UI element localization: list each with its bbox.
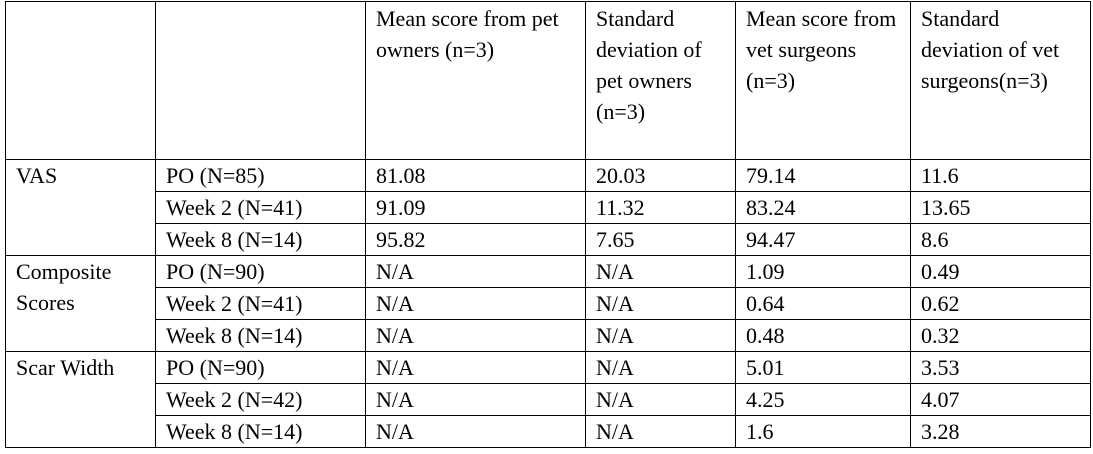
cell: 1.09 <box>735 255 911 288</box>
row-label: Week 2 (N=42) <box>155 383 366 416</box>
row-label: PO (N=90) <box>155 351 366 384</box>
header-cell <box>155 1 366 160</box>
cell: 11.32 <box>585 191 736 224</box>
table-row: Week 8 (N=14) 95.82 7.65 94.47 8.6 <box>6 223 1091 256</box>
cell: 83.24 <box>735 191 911 224</box>
cell: 95.82 <box>365 223 586 256</box>
cell: N/A <box>365 287 586 320</box>
row-label: Week 2 (N=41) <box>155 191 366 224</box>
cell: 3.53 <box>910 351 1091 384</box>
cell: 81.08 <box>365 159 586 192</box>
cell: 79.14 <box>735 159 911 192</box>
cell: N/A <box>585 287 736 320</box>
table-row: Week 2 (N=42) N/A N/A 4.25 4.07 <box>6 383 1091 416</box>
cell: N/A <box>365 383 586 416</box>
group-label: VAS <box>5 159 156 256</box>
cell: 4.07 <box>910 383 1091 416</box>
table-row: Scar Width PO (N=90) N/A N/A 5.01 3.53 <box>5 351 1091 448</box>
header-cell <box>5 1 156 160</box>
table-row: Week 2 (N=41) N/A N/A 0.64 0.62 <box>6 287 1091 320</box>
cell: N/A <box>585 415 736 448</box>
cell: N/A <box>585 383 736 416</box>
header-cell: Mean score from pet owners (n=3) <box>365 1 586 160</box>
cell: 0.64 <box>735 287 911 320</box>
row-label: Week 8 (N=14) <box>155 415 366 448</box>
table-row: Week 8 (N=14) N/A N/A 0.48 0.32 <box>6 319 1091 352</box>
cell: 13.65 <box>910 191 1091 224</box>
row-label: Week 8 (N=14) <box>155 319 366 352</box>
cell: 5.01 <box>735 351 911 384</box>
cell: N/A <box>585 255 736 288</box>
cell: N/A <box>365 255 586 288</box>
header-row: Mean score from pet owners (n=3) Standar… <box>5 1 1091 160</box>
cell: N/A <box>585 319 736 352</box>
table-row: VAS PO (N=85) 81.08 20.03 79.14 11.6 <box>5 159 1091 256</box>
group-label: Composite Scores <box>5 255 156 352</box>
cell: 4.25 <box>735 383 911 416</box>
cell: 94.47 <box>735 223 911 256</box>
cell: 20.03 <box>585 159 736 192</box>
cell: 1.6 <box>735 415 911 448</box>
cell: 3.28 <box>910 415 1091 448</box>
cell: 11.6 <box>910 159 1091 192</box>
cell: 0.32 <box>910 319 1091 352</box>
cell: 7.65 <box>585 223 736 256</box>
header-cell: Standard deviation of pet owners (n=3) <box>585 1 736 160</box>
cell: 8.6 <box>910 223 1091 256</box>
data-table: Mean score from pet owners (n=3) Standar… <box>5 1 1091 448</box>
cell: N/A <box>585 351 736 384</box>
header-cell: Mean score from vet surgeons (n=3) <box>735 1 911 160</box>
row-label: PO (N=85) <box>155 159 366 192</box>
cell: 0.48 <box>735 319 911 352</box>
table-row: Composite Scores PO (N=90) N/A N/A 1.09 0.49 <box>5 255 1091 352</box>
table-body: Mean score from pet owners (n=3) Standar… <box>5 1 1091 448</box>
row-label: Week 8 (N=14) <box>155 223 366 256</box>
cell: N/A <box>365 415 586 448</box>
cell: 0.49 <box>910 255 1091 288</box>
cell: 91.09 <box>365 191 586 224</box>
cell: N/A <box>365 351 586 384</box>
row-label: PO (N=90) <box>155 255 366 288</box>
table-row: Week 8 (N=14) N/A N/A 1.6 3.28 <box>6 415 1091 448</box>
cell: N/A <box>365 319 586 352</box>
row-label: Week 2 (N=41) <box>155 287 366 320</box>
group-label: Scar Width <box>5 351 156 448</box>
cell: 0.62 <box>910 287 1091 320</box>
table-row: Week 2 (N=41) 91.09 11.32 83.24 13.65 <box>6 191 1091 224</box>
header-cell: Standard deviation of vet surgeons(n=3) <box>910 1 1091 160</box>
